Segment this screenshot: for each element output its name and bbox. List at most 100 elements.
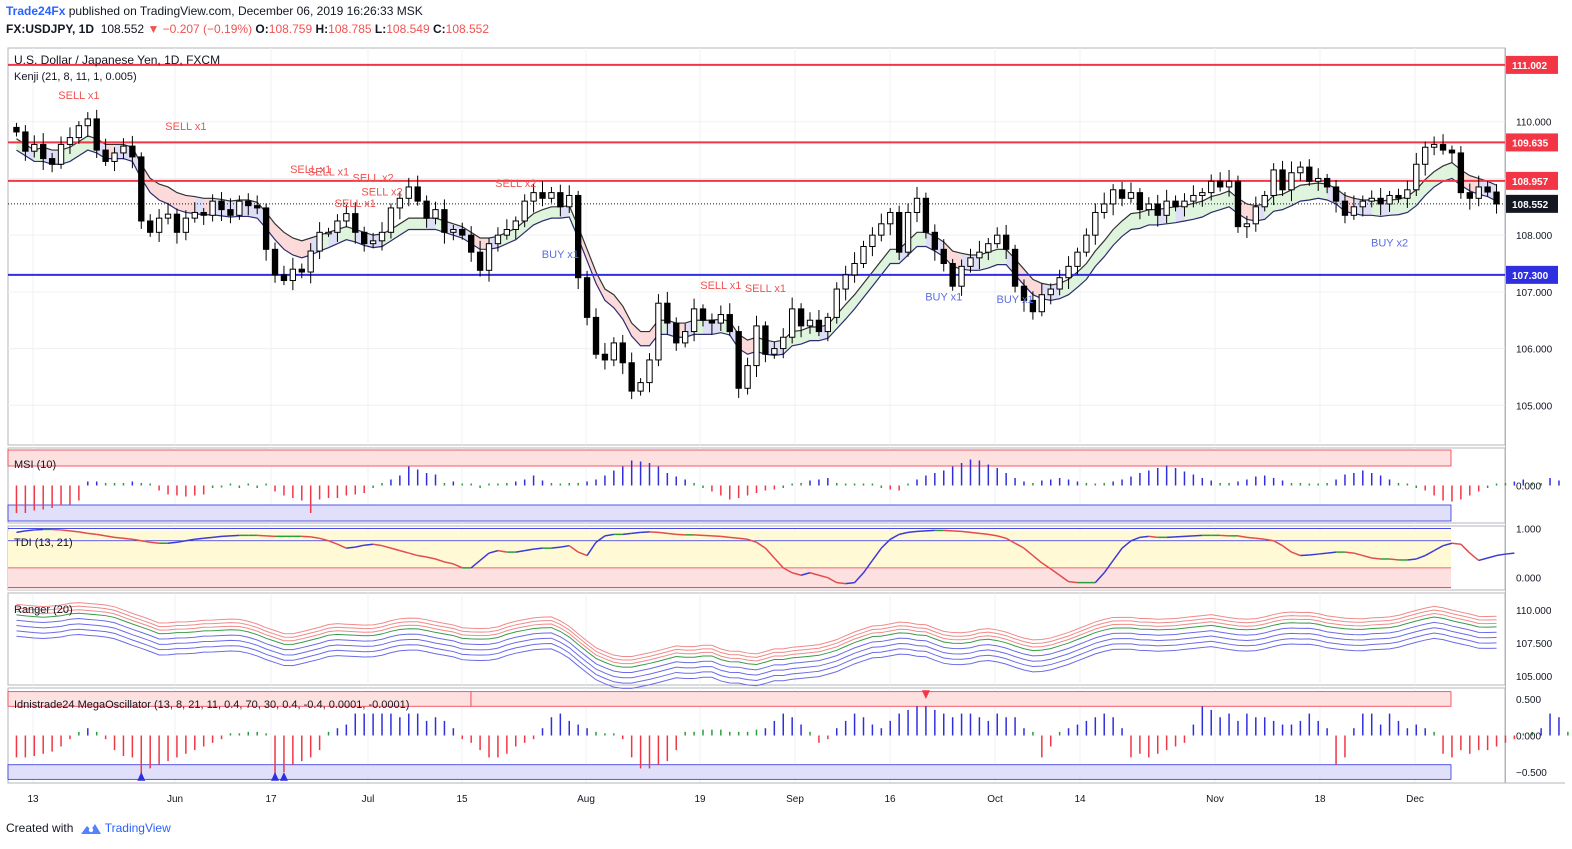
candle-body <box>762 325 769 355</box>
candle-body <box>690 308 698 333</box>
tdi-line-segment <box>69 530 79 533</box>
tdi-line-segment <box>1032 554 1043 564</box>
kenji-cloud <box>596 272 605 301</box>
kenji-cloud <box>845 294 855 320</box>
candle-body <box>13 126 20 133</box>
tdi-line-segment <box>408 552 418 557</box>
tdi-line-segment <box>203 536 213 540</box>
kenji-cloud <box>560 205 570 219</box>
candle-body <box>1466 192 1473 199</box>
kenji-cloud <box>997 249 1007 265</box>
kenji-cloud <box>533 209 543 225</box>
signal-label: SELL x2 <box>353 172 394 184</box>
candle-body <box>1359 200 1366 208</box>
candle-body <box>1118 189 1126 199</box>
candle-body <box>895 211 903 253</box>
open-label: O: <box>255 22 269 36</box>
kenji-cloud <box>916 232 926 247</box>
x-tick-label: 19 <box>694 794 706 805</box>
candle-body <box>147 220 154 233</box>
tdi-line-segment <box>60 529 71 532</box>
candle-body <box>254 205 261 209</box>
candle-body <box>1199 192 1206 196</box>
candle-body <box>316 231 323 252</box>
candle-body <box>940 248 947 265</box>
tdi-line-segment <box>1059 574 1070 583</box>
tdi-line-segment <box>1416 554 1426 560</box>
candle-body <box>673 322 680 344</box>
candle-body <box>1306 166 1313 182</box>
kenji-cloud <box>408 218 418 230</box>
x-tick-label: 14 <box>1074 794 1086 805</box>
candle-body <box>610 342 618 361</box>
msi-lower-band <box>7 504 1452 522</box>
candle-body <box>1386 194 1393 205</box>
x-tick-label: Aug <box>577 794 595 805</box>
candle-body <box>949 263 956 287</box>
candle-body <box>744 365 751 389</box>
high-value: 108.785 <box>328 22 372 36</box>
kenji-cloud <box>524 213 534 233</box>
ranger-y-tick: 105.000 <box>1516 672 1553 683</box>
signal-label: SELL x1 <box>335 198 376 210</box>
ranger-band-line <box>16 602 1497 657</box>
candle-body <box>459 228 466 236</box>
tdi-line-segment <box>488 549 499 554</box>
candle-body <box>913 197 921 213</box>
mega-title: Idnistrade24 MegaOscillator (13, 8, 21, … <box>14 699 409 711</box>
tdi-line-segment <box>871 547 882 561</box>
level-price-tag <box>1506 133 1558 152</box>
candle-body <box>1163 200 1170 216</box>
candle-body <box>1395 194 1402 199</box>
publisher-name[interactable]: Trade24Fx <box>6 4 66 18</box>
candle-body <box>1270 169 1277 196</box>
tdi-line-segment <box>568 545 579 553</box>
kenji-cloud <box>542 206 552 221</box>
tdi-line-segment <box>515 549 525 553</box>
y-tick-label: 108.000 <box>1516 231 1553 242</box>
candle-body <box>1252 206 1259 225</box>
tradingview-brand[interactable]: TradingView <box>104 821 171 835</box>
candle-body <box>1154 203 1161 216</box>
price-scale-border <box>1505 48 1506 783</box>
candle-body <box>66 137 74 145</box>
signal-label: BUY x1 <box>925 291 962 303</box>
tdi-line-segment <box>381 544 392 549</box>
level-price-tag <box>1506 171 1558 190</box>
candle-body <box>102 149 109 162</box>
tdi-line-segment <box>319 537 329 542</box>
x-tick-label: Dec <box>1406 794 1424 805</box>
tdi-line-segment <box>1460 543 1471 554</box>
candle-body <box>566 194 573 208</box>
tdi-line-segment <box>96 533 106 537</box>
candle-body <box>788 308 796 338</box>
candle-body <box>887 211 894 225</box>
tdi-line-segment <box>782 567 793 574</box>
kenji-cloud <box>836 304 846 329</box>
tdi-line-segment <box>1139 535 1149 539</box>
kenji-indicator-label: Kenji (21, 8, 11, 1, 0.005) <box>14 71 137 83</box>
open-value: 108.759 <box>268 22 313 36</box>
candle-body <box>75 125 83 139</box>
candle-body <box>307 250 314 273</box>
kenji-cloud <box>1273 194 1283 212</box>
tdi-lower-band <box>8 567 1451 590</box>
candle-body <box>1493 191 1500 205</box>
candle-body <box>405 186 412 199</box>
kenji-cloud <box>1184 203 1194 221</box>
symbol-info: FX:USDJPY, 1D 108.552 ▼ −0.207 (−0.19%) … <box>6 22 489 36</box>
candle-body <box>557 192 564 208</box>
tdi-line-segment <box>399 549 409 554</box>
candle-body <box>369 240 377 245</box>
tdi-line-segment <box>604 533 614 537</box>
kenji-cloud <box>150 178 160 200</box>
tdi-line-segment <box>1094 572 1105 584</box>
kenji-cloud <box>1104 229 1114 257</box>
candle-body <box>218 200 225 211</box>
candle-body <box>1484 186 1491 193</box>
candle-body <box>432 209 439 219</box>
tdi-line-segment <box>720 535 730 539</box>
mega-y-tick: −0.500 <box>1516 768 1547 779</box>
y-tick-label: 107.000 <box>1516 288 1553 299</box>
